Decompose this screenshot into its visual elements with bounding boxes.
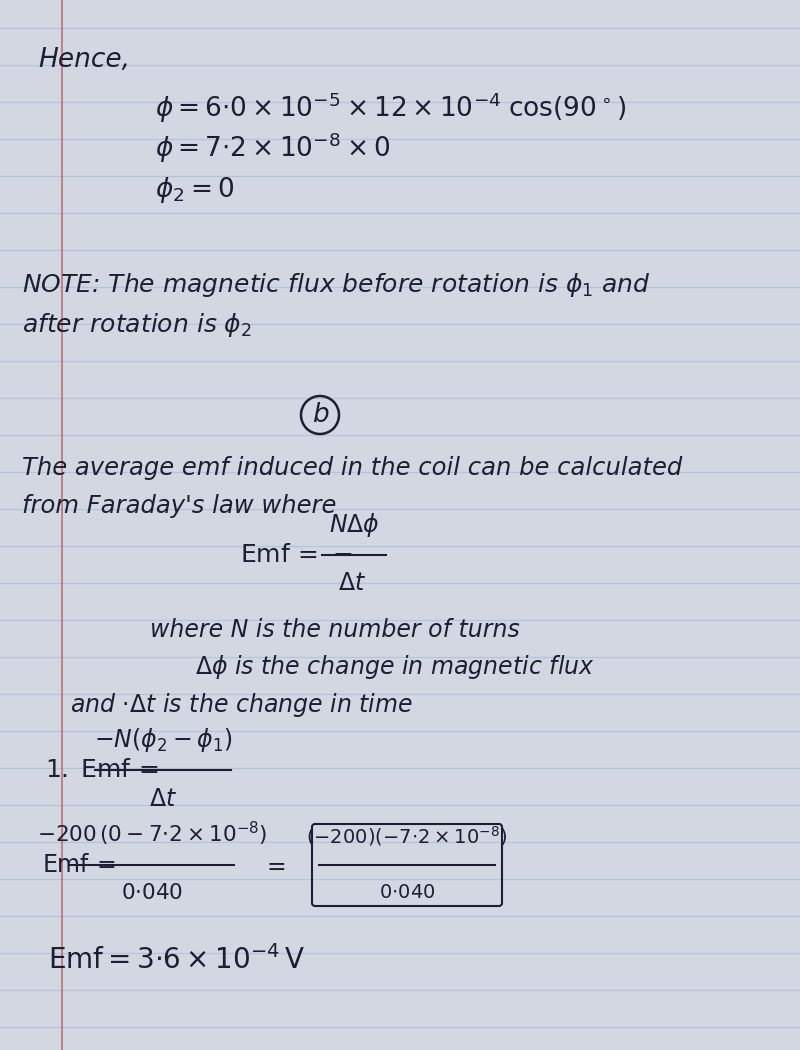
Text: $\Delta t$: $\Delta t$	[338, 571, 366, 595]
Text: $\phi_2 = 0$: $\phi_2 = 0$	[155, 175, 234, 205]
Text: $\Delta t$: $\Delta t$	[149, 788, 177, 811]
Text: $\mathrm{1.\;Emf}\,=\,$: $\mathrm{1.\;Emf}\,=\,$	[45, 758, 158, 782]
Text: The average emf induced in the coil can be calculated: The average emf induced in the coil can …	[22, 456, 682, 480]
Text: $0{\cdot}040$: $0{\cdot}040$	[379, 883, 435, 902]
Text: $(-200)(-7{\cdot}2\times10^{-8})$: $(-200)(-7{\cdot}2\times10^{-8})$	[306, 824, 508, 848]
Text: $N\Delta\phi$: $N\Delta\phi$	[329, 511, 379, 539]
Text: $0{\cdot}040$: $0{\cdot}040$	[121, 883, 183, 903]
Text: $=$: $=$	[262, 853, 286, 877]
Text: from Faraday's law where: from Faraday's law where	[22, 494, 336, 518]
Text: after rotation is $\phi_2$: after rotation is $\phi_2$	[22, 311, 252, 339]
Text: $\mathrm{Emf}\,=\,$: $\mathrm{Emf}\,=\,$	[42, 853, 116, 877]
Text: $-200\,(0 - 7{\cdot}2\times10^{-8})$: $-200\,(0 - 7{\cdot}2\times10^{-8})$	[37, 820, 267, 848]
Text: $\phi = 6{\cdot}0 \times 10^{-5} \times 12 \times 10^{-4}\;\cos(90^\circ)$: $\phi = 6{\cdot}0 \times 10^{-5} \times …	[155, 90, 626, 125]
Text: $\mathrm{Emf} = 3{\cdot}6 \times 10^{-4}\,\mathrm{V}$: $\mathrm{Emf} = 3{\cdot}6 \times 10^{-4}…	[48, 945, 305, 975]
Text: where N is the number of turns: where N is the number of turns	[150, 618, 520, 642]
Text: and $\cdot\Delta t$ is the change in time: and $\cdot\Delta t$ is the change in tim…	[70, 691, 413, 719]
Text: $-N(\phi_2 - \phi_1)$: $-N(\phi_2 - \phi_1)$	[94, 726, 232, 754]
Text: NOTE: The magnetic flux before rotation is $\phi_1$ and: NOTE: The magnetic flux before rotation …	[22, 271, 650, 299]
Text: Hence,: Hence,	[38, 47, 130, 74]
Text: $\mathrm{Emf}\,=\,-\,$: $\mathrm{Emf}\,=\,-\,$	[240, 543, 353, 567]
Text: $\phi = 7{\cdot}2 \times 10^{-8} \times 0$: $\phi = 7{\cdot}2 \times 10^{-8} \times …	[155, 131, 390, 165]
Text: $\Delta\phi$ is the change in magnetic flux: $\Delta\phi$ is the change in magnetic f…	[195, 653, 594, 681]
Text: b: b	[312, 402, 328, 428]
